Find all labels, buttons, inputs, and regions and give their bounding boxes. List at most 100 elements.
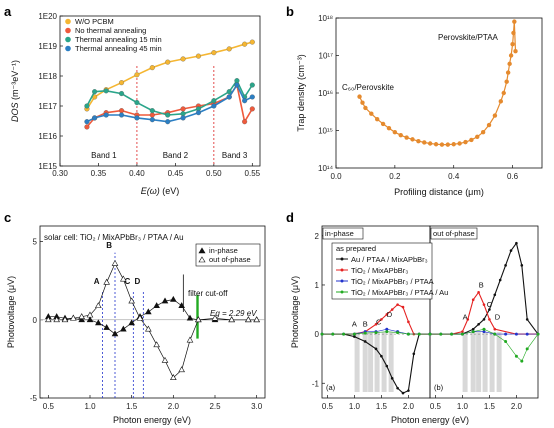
- panel-b-data-point: [505, 70, 511, 75]
- panel-d-data-point: [482, 318, 486, 321]
- panel-a-data-point: [118, 112, 125, 118]
- panel-d-data-point: [482, 327, 486, 331]
- panel-d-data-point: [374, 331, 378, 335]
- panel-a-xlabel-main: E(ω): [141, 186, 160, 196]
- panel-d-data-point: [353, 335, 356, 338]
- panel-a-ytick-label: 1E18: [38, 72, 57, 81]
- panel-d-data-point: [396, 331, 400, 335]
- panel-a-data-point: [118, 108, 125, 114]
- panel-d-ytick-label: 1: [315, 281, 320, 290]
- panel-d-sublabel-a: (a): [326, 383, 336, 392]
- panel-c-xtick-label: 1.5: [126, 402, 138, 411]
- panel-d-data-point: [385, 364, 389, 368]
- panel-d-subpanel-tag-left: [322, 227, 364, 240]
- panel-c-data-point: [103, 278, 110, 285]
- panel-a-xtick-label: 0.40: [129, 169, 145, 178]
- panel-c-data-point: [111, 330, 119, 337]
- panel-a-frame: [59, 15, 261, 167]
- panel-a-data-point: [165, 119, 171, 125]
- panel-c-legend-box: [195, 243, 261, 267]
- panel-c-data-point: [145, 308, 152, 315]
- panel-d-data-point: [514, 354, 518, 358]
- panel-a-ytick-label: 1E19: [38, 42, 57, 51]
- panel-d-legend-label: TiO₂ / MixAPbBr₃ / PTAA / Au: [351, 288, 448, 297]
- panel-a-legend-marker: [65, 27, 71, 34]
- panel-c-data-point: [95, 319, 102, 326]
- panel-d-data-point: [439, 332, 443, 336]
- panel-a-data-point: [226, 94, 232, 100]
- panel-d-data-point: [525, 318, 529, 321]
- panel-b-ytick-label: 10¹⁸: [318, 14, 333, 23]
- panel-b-data-point: [363, 105, 368, 111]
- panel-c-data-point: [120, 325, 127, 332]
- panel-d-peak-label-right: D: [495, 312, 501, 321]
- panel-a-data-point: [118, 91, 125, 97]
- panel-d-shaded-band: [496, 332, 502, 392]
- panel-a-data-point: [149, 117, 155, 123]
- panel-a-data-point: [249, 82, 255, 88]
- panel-a-legend-marker: [65, 36, 71, 43]
- panel-a-data-point: [180, 106, 186, 112]
- panel-a-data-point: [211, 50, 217, 56]
- panel-a-xtick-label: 0.55: [245, 169, 261, 178]
- panel-b-data-point: [480, 130, 486, 135]
- panel-c-eg-label: Eg = 2.29 eV: [210, 309, 257, 318]
- panel-a-data-point: [249, 39, 255, 45]
- panel-c-legend-label: in-phase: [209, 246, 238, 255]
- panel-d-shaded-band: [476, 332, 482, 392]
- panel-d-data-point: [520, 264, 524, 267]
- panel-d-xlabel-main: Photon energy: [391, 415, 450, 425]
- panel-d-ylabel-unit: (μV): [290, 276, 300, 293]
- panel-c-data-point: [86, 311, 94, 318]
- panel-d-legend-label: TiO₂ / MixAPbBr₃: [351, 266, 408, 275]
- panel-d-shaded-band: [354, 332, 360, 392]
- panel-d-data-point: [396, 303, 399, 306]
- panel-d-xtick-label: 1.0: [457, 402, 469, 411]
- panel-b-data-point: [439, 142, 445, 147]
- panel-b-data-point: [375, 117, 380, 122]
- panel-d-data-point: [396, 386, 399, 390]
- panel-b-data-point: [392, 130, 398, 135]
- panel-a-legend-label: Thermal annealing 15 min: [75, 35, 162, 44]
- panel-d-xtick-label: 1.5: [376, 402, 388, 411]
- panel-b-data-point: [427, 141, 433, 146]
- panel-a-data-point: [103, 112, 109, 118]
- panel-d-shaded-band: [482, 332, 488, 392]
- panel-d-yticks: -1 0 1 2: [312, 232, 325, 388]
- panel-b-data-point: [512, 19, 517, 24]
- panel-b-data-point: [416, 138, 421, 144]
- panel-a-series: [84, 39, 255, 130]
- panel-a-data-point: [242, 41, 248, 47]
- panel-c-ylabel-unit: (μV): [6, 276, 16, 293]
- panel-c-legend-marker: [198, 256, 206, 263]
- panel-c-frame: [39, 225, 266, 399]
- panel-a-data-point: [92, 115, 98, 121]
- panel-d-legend-marker: [340, 257, 344, 261]
- panel-c-data-point: [178, 302, 185, 309]
- panel-d-data-point: [428, 332, 432, 336]
- panel-b-data-point: [486, 122, 492, 128]
- panel-c-data-point: [170, 374, 177, 380]
- panel-d-sublabel-b: (b): [434, 383, 444, 392]
- panel-c-ytick-label: -5: [30, 394, 38, 403]
- panel-d-shaded-bands: [354, 332, 502, 392]
- panel-b-ylabel-unit: (cm⁻³): [296, 54, 306, 80]
- panel-c-data-point: [153, 341, 160, 348]
- panel-d-data-point: [407, 389, 410, 392]
- panel-a-data-point: [242, 98, 248, 104]
- panel-b: b 0.0 0.2 0.4 0.6 10¹⁴ 10¹⁵ 10¹⁶ 10¹⁷ 10¹⁸ C₆₀/…: [286, 4, 543, 197]
- panel-d-xtick-label: 2.0: [403, 402, 415, 411]
- panel-a-data-point: [165, 59, 171, 65]
- panel-c-xtick-label: 0.5: [43, 402, 55, 411]
- panel-d-xtick-label: 1.5: [484, 402, 496, 411]
- panel-d-xlabel: Photon energy (eV): [391, 415, 469, 425]
- panel-a-data-point: [234, 82, 240, 88]
- panel-d-data-point: [493, 293, 497, 297]
- panel-c-data-point: [86, 316, 94, 323]
- panel-c-data-point: [136, 314, 144, 321]
- panel-d-peak-label-left: D: [387, 310, 393, 319]
- panel-a-data-point: [149, 65, 155, 71]
- panel-d-data-point: [504, 339, 508, 343]
- panel-d-subpanel-right-label: out of-phase: [433, 229, 475, 238]
